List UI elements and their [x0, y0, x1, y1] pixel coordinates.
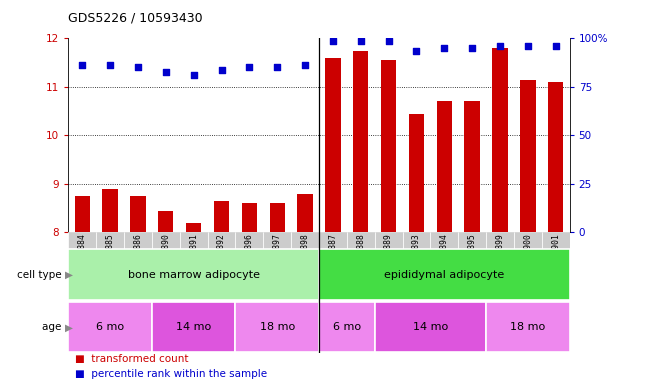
Point — [272, 65, 283, 71]
Bar — [353, 51, 368, 232]
Bar — [130, 196, 146, 232]
Bar — [492, 48, 508, 232]
Bar — [68, 232, 96, 288]
Bar — [437, 101, 452, 232]
Point — [300, 62, 311, 68]
Bar — [520, 79, 536, 232]
Text: ▶: ▶ — [65, 322, 73, 333]
Text: age: age — [42, 322, 65, 333]
Bar — [381, 60, 396, 232]
Text: GSM635890: GSM635890 — [161, 233, 171, 277]
Point — [244, 65, 255, 71]
Text: 18 mo: 18 mo — [260, 322, 295, 333]
Bar — [298, 194, 312, 232]
Bar — [152, 303, 236, 352]
Text: GSM635891: GSM635891 — [189, 233, 198, 277]
Text: 14 mo: 14 mo — [176, 322, 212, 333]
Point — [77, 62, 87, 68]
Text: 6 mo: 6 mo — [333, 322, 361, 333]
Bar — [458, 232, 486, 288]
Bar — [214, 201, 229, 232]
Bar — [236, 232, 263, 288]
Text: GSM635885: GSM635885 — [105, 233, 115, 277]
Bar — [242, 203, 257, 232]
Text: GSM635888: GSM635888 — [356, 233, 365, 277]
Bar — [375, 303, 486, 352]
Text: ■  transformed count: ■ transformed count — [75, 354, 188, 364]
Text: ▶: ▶ — [65, 270, 73, 280]
Point — [105, 62, 115, 68]
Bar — [180, 232, 208, 288]
Text: GSM635896: GSM635896 — [245, 233, 254, 277]
Bar — [542, 232, 570, 288]
Text: GSM635895: GSM635895 — [467, 233, 477, 277]
Text: GSM635894: GSM635894 — [440, 233, 449, 277]
Point — [189, 72, 199, 78]
Point — [439, 45, 449, 51]
Text: GSM635892: GSM635892 — [217, 233, 226, 277]
Bar — [465, 101, 480, 232]
Text: 18 mo: 18 mo — [510, 322, 546, 333]
Bar — [319, 303, 375, 352]
Bar — [375, 232, 402, 288]
Point — [133, 65, 143, 71]
Bar — [208, 232, 236, 288]
Bar — [263, 232, 291, 288]
Bar — [486, 232, 514, 288]
Text: epididymal adipocyte: epididymal adipocyte — [384, 270, 505, 280]
Text: GSM635899: GSM635899 — [495, 233, 505, 277]
Bar — [291, 232, 319, 288]
Bar — [270, 203, 285, 232]
Text: bone marrow adipocyte: bone marrow adipocyte — [128, 270, 260, 280]
Text: 6 mo: 6 mo — [96, 322, 124, 333]
Point — [523, 43, 533, 49]
Bar — [236, 303, 319, 352]
Bar — [68, 249, 319, 300]
Point — [216, 67, 227, 73]
Bar — [486, 303, 570, 352]
Bar — [124, 232, 152, 288]
Text: GSM635884: GSM635884 — [77, 233, 87, 277]
Bar — [514, 232, 542, 288]
Bar — [102, 189, 118, 232]
Bar — [548, 82, 563, 232]
Text: GSM635889: GSM635889 — [384, 233, 393, 277]
Bar — [430, 232, 458, 288]
Bar — [319, 232, 347, 288]
Text: cell type: cell type — [17, 270, 65, 280]
Point — [161, 69, 171, 75]
Bar — [319, 249, 570, 300]
Text: GSM635886: GSM635886 — [133, 233, 143, 277]
Bar — [75, 196, 90, 232]
Point — [327, 38, 338, 44]
Point — [495, 43, 505, 49]
Text: GDS5226 / 10593430: GDS5226 / 10593430 — [68, 12, 203, 25]
Bar — [402, 232, 430, 288]
Text: GSM635901: GSM635901 — [551, 233, 561, 277]
Bar — [409, 114, 424, 232]
Text: GSM635898: GSM635898 — [301, 233, 310, 277]
Bar — [96, 232, 124, 288]
Point — [467, 45, 477, 51]
Point — [551, 43, 561, 49]
Point — [355, 38, 366, 44]
Bar — [347, 232, 375, 288]
Point — [383, 38, 394, 44]
Bar — [68, 303, 152, 352]
Bar — [186, 223, 201, 232]
Text: GSM635893: GSM635893 — [412, 233, 421, 277]
Text: 14 mo: 14 mo — [413, 322, 448, 333]
Text: GSM635897: GSM635897 — [273, 233, 282, 277]
Text: GSM635887: GSM635887 — [328, 233, 337, 277]
Bar — [152, 232, 180, 288]
Bar — [158, 210, 173, 232]
Text: GSM635900: GSM635900 — [523, 233, 533, 277]
Point — [411, 48, 422, 54]
Bar — [326, 58, 340, 232]
Text: ■  percentile rank within the sample: ■ percentile rank within the sample — [75, 369, 267, 379]
